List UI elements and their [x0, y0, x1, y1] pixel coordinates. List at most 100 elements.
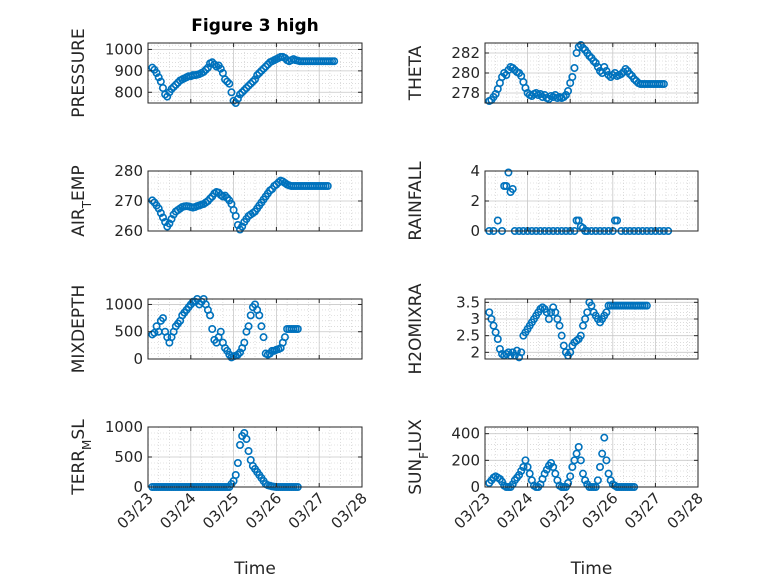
data-point	[498, 477, 507, 486]
data-point	[602, 456, 611, 465]
data-point	[491, 328, 500, 337]
data-point	[602, 308, 611, 317]
data-point	[236, 440, 245, 449]
data-point	[576, 331, 585, 340]
grid	[484, 170, 699, 232]
x-tick-label: 03/28	[664, 489, 707, 532]
y-tick-label: 280	[114, 162, 143, 180]
data-point	[542, 465, 551, 474]
series-mixdepth	[148, 294, 302, 362]
data-point	[167, 85, 176, 94]
data-point	[233, 221, 242, 230]
data-point	[574, 442, 583, 451]
y-axis-label: MIXDEPTH	[69, 285, 89, 374]
data-point	[208, 58, 217, 67]
data-point	[165, 219, 174, 228]
data-point	[493, 216, 502, 225]
data-point	[621, 65, 630, 74]
data-point	[502, 182, 511, 191]
data-point	[280, 333, 289, 342]
y-axis-label: TERRMSL	[69, 419, 94, 496]
data-point	[515, 470, 524, 479]
data-point	[602, 67, 611, 76]
data-point	[659, 80, 668, 89]
data-point	[261, 62, 270, 71]
data-point	[574, 42, 583, 51]
x-tick-label: 03/26	[578, 489, 621, 532]
data-point	[240, 86, 249, 95]
data-point	[544, 314, 553, 323]
data-point	[630, 75, 639, 84]
data-point	[642, 301, 651, 310]
y-tick-label: 282	[451, 44, 480, 62]
data-point	[578, 469, 587, 478]
series-h2omixra	[485, 298, 651, 362]
y-axis-label: THETA	[406, 45, 426, 101]
x-tick-label: 03/27	[621, 489, 664, 532]
data-point	[551, 469, 560, 478]
data-point	[519, 462, 528, 471]
y-tick-label: 3	[470, 310, 480, 328]
y-tick-label: 500	[114, 448, 143, 466]
data-point	[199, 67, 208, 76]
data-point	[547, 458, 556, 467]
data-point	[169, 82, 178, 91]
x-axis-label: Time	[233, 559, 276, 579]
data-point	[233, 350, 242, 359]
data-point	[557, 331, 566, 340]
x-tick-label: 03/28	[328, 489, 371, 532]
data-point	[323, 182, 332, 191]
data-point	[272, 180, 281, 189]
panel-pressure: 800 900 1000 PRESSURE	[69, 28, 363, 118]
data-point	[504, 168, 513, 177]
data-point	[158, 314, 167, 323]
data-point	[532, 89, 541, 98]
y-tick-label: 0	[133, 350, 143, 368]
series-theta	[485, 40, 668, 106]
y-tick-label: 0	[470, 478, 480, 496]
panel-mixdepth: 0 500 1000 MIXDEPTH	[69, 285, 363, 374]
data-point	[542, 308, 551, 317]
y-tick-label: 270	[114, 192, 143, 210]
data-point	[236, 90, 245, 99]
data-point	[517, 466, 526, 475]
data-point	[549, 462, 558, 471]
data-point	[148, 196, 157, 205]
data-point	[167, 215, 176, 224]
data-point	[598, 449, 607, 458]
data-point	[559, 93, 568, 102]
data-point	[225, 79, 234, 88]
series-sun_flux	[485, 433, 639, 491]
y-tick-label: 3.5	[456, 293, 480, 311]
data-point	[161, 218, 170, 227]
data-point	[156, 209, 165, 218]
data-point	[559, 341, 568, 350]
data-point	[201, 65, 210, 74]
data-point	[259, 333, 268, 342]
data-point	[568, 73, 577, 82]
data-point	[206, 311, 215, 320]
y-tick-label: 0	[470, 222, 480, 240]
data-point	[604, 469, 613, 478]
data-point	[581, 476, 590, 485]
grid	[484, 298, 699, 359]
data-point	[570, 64, 579, 73]
axes-box	[484, 426, 699, 488]
data-point	[244, 81, 253, 90]
y-tick-label: 400	[451, 425, 480, 443]
y-axis-label: PRESSURE	[69, 28, 89, 117]
data-point	[206, 194, 215, 203]
y-axis-label: SUNFLUX	[406, 419, 431, 495]
data-point	[540, 469, 549, 478]
data-point	[576, 456, 585, 465]
y-tick-label: 1000	[105, 40, 143, 58]
data-point	[551, 308, 560, 317]
data-point	[498, 73, 507, 82]
data-point	[553, 314, 562, 323]
data-point	[259, 64, 268, 73]
x-tick-label: 03/24	[156, 489, 199, 532]
data-point	[293, 324, 302, 333]
data-point	[216, 64, 225, 73]
